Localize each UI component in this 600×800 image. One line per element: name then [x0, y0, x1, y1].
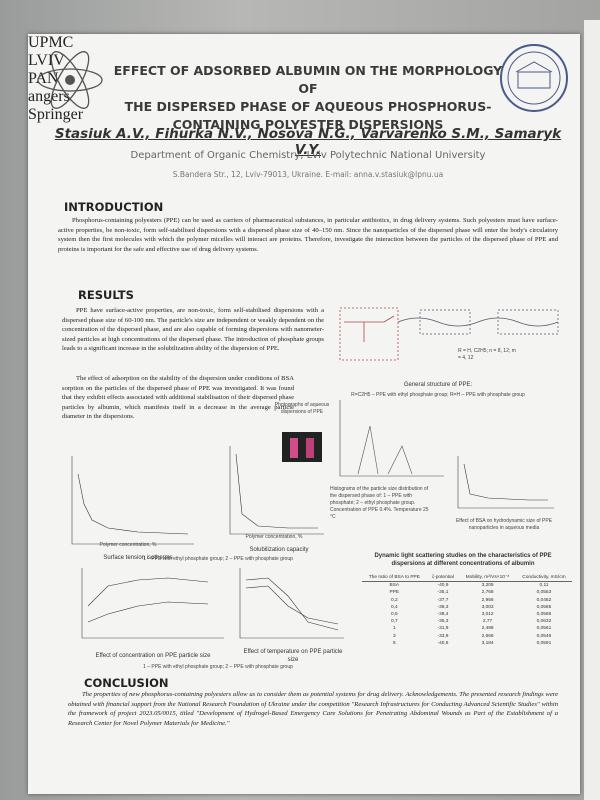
caption: Photographs of aqueous dispersions of PP…	[274, 402, 330, 415]
header-cell: Conductivity, mS/cm	[522, 575, 566, 581]
title-line: EFFECT OF ADSORBED ALBUMIN ON THE MORPHO…	[113, 63, 503, 96]
solubilization-chart	[229, 446, 324, 535]
table-row: 0,5 -38,4 3,012 0,0586	[362, 611, 572, 618]
cell: 0,11	[539, 583, 549, 589]
table-header: The ratio of BSA to PPE ζ-potential Mobili…	[362, 574, 572, 582]
title-line: CONTAINING POLYESTER DISPERSIONS	[172, 117, 444, 132]
header-cell: ζ-potential	[432, 575, 454, 581]
cell: 0,0586	[536, 612, 552, 618]
cell: 2,666	[481, 633, 494, 639]
cell: 5	[393, 640, 396, 646]
formula: R=C2H5 – PPE with ethyl phosphate group;…	[351, 392, 525, 398]
logo-row: UPMC LVIV PAN angers Springer	[28, 34, 580, 124]
department: Department of Organic Chemistry, Lviv Po…	[130, 150, 486, 161]
neighbor-poster	[584, 20, 600, 800]
cell: 2,77	[482, 619, 493, 625]
cell: 0,0585	[536, 604, 552, 610]
table-row: 0,2 -37,7 2,956 0,0462	[362, 597, 572, 604]
paragraph: The effect of adsorption on the stabilit…	[62, 375, 294, 421]
axis-label: Polymer concentration, %	[99, 542, 157, 548]
section-heading: RESULTS	[78, 288, 134, 302]
header-cell: Mobility, m²/Vs×10⁻⁸	[465, 575, 510, 581]
poster: EFFECT OF ADSORBED ALBUMIN ON THE MORPHO…	[28, 34, 580, 794]
cell: 3,205	[481, 583, 494, 589]
table-row: 0,4 -38,3 3,003 0,0585	[362, 604, 572, 611]
table-row: 5 -40,6 3,184 0,0591	[362, 640, 572, 647]
paragraph: PPE have surface-active properties, are …	[62, 307, 324, 353]
cell: 0,0561	[536, 626, 552, 632]
cell: 3,003	[481, 604, 494, 610]
logo: Springer	[28, 106, 84, 123]
table-row: BSA -40,9 3,205 0,11	[362, 582, 572, 590]
title-line: THE DISPERSED PHASE OF AQUEOUS PHOSPHORU…	[124, 99, 492, 114]
cell: PPE	[389, 590, 400, 596]
temperature-chart	[239, 568, 344, 639]
caption: Effect of temperature on PPE particle si…	[243, 649, 343, 663]
logo: angers	[28, 88, 70, 105]
cell: -40,9	[437, 583, 449, 589]
section-heading: CONCLUSION	[84, 676, 169, 690]
cell: 2,498	[481, 626, 494, 632]
table-row: PPE -35,1 2,768 0,0553	[362, 589, 572, 596]
cell: 2,768	[481, 590, 494, 596]
cell: 0,7	[391, 619, 398, 625]
cell: 0,0546	[536, 633, 552, 639]
cell: 0,0462	[536, 597, 552, 603]
cell: 0,5	[391, 612, 398, 618]
caption: General structure of PPE:	[403, 382, 473, 388]
cell: -35,3	[437, 619, 449, 625]
paragraph: Phosphorus-containing polyesters (PPE) c…	[58, 217, 558, 253]
cell: -35,1	[437, 590, 449, 596]
cell: 0,0591	[536, 640, 552, 646]
cell: 0,2	[391, 597, 398, 603]
cell: 3,012	[481, 612, 494, 618]
logo: PAN	[28, 70, 59, 87]
surface-tension-chart	[71, 456, 194, 545]
paragraph: The properties of new phosphorus-contain…	[68, 691, 558, 727]
cell: 0,0553	[536, 590, 552, 596]
section-heading: INTRODUCTION	[64, 200, 164, 214]
header-cell: The ratio of BSA to PPE	[368, 575, 420, 581]
cell: -40,6	[437, 640, 449, 646]
cell: -38,4	[437, 612, 449, 618]
structure-legend: R = H, C2H5; n = 8, 12; m = 4, 12	[458, 348, 516, 361]
table-row: 0,7 -35,3 2,77 0,0632	[362, 618, 572, 625]
legend: 1 – PPE with ethyl phosphate group; 2 – …	[143, 556, 293, 562]
logo: UPMC	[28, 34, 74, 51]
concentration-chart	[81, 568, 224, 639]
caption: Dynamic light scattering studies on the …	[374, 553, 552, 567]
title: EFFECT OF ADSORBED ALBUMIN ON THE MORPHO…	[108, 62, 508, 134]
cell: -38,3	[437, 604, 449, 610]
legend: 1 – PPE with ethyl phosphate group; 2 – …	[143, 664, 293, 670]
logo: LVIV	[28, 52, 65, 69]
cell: -31,9	[437, 626, 449, 632]
atom-logo	[37, 51, 103, 109]
axis-label: Polymer concentration, %	[245, 534, 303, 540]
bsa-effect-chart	[457, 456, 554, 509]
structure-diagram	[339, 307, 559, 361]
address: S.Bandera Str., 12, Lviv-79013, Ukraine.…	[172, 170, 444, 179]
cell: 3	[393, 633, 396, 639]
table-row: 3 -33,9 2,666 0,0546	[362, 633, 572, 640]
cell: 3,184	[481, 640, 494, 646]
caption: Histograms of the particle size distribu…	[330, 486, 429, 520]
distribution-chart	[339, 400, 444, 477]
cell: 0,0632	[536, 619, 552, 625]
caption: Effect of concentration on PPE particle …	[95, 653, 211, 659]
university-logo	[500, 44, 568, 112]
caption: Surface tension isotherms	[103, 555, 173, 561]
cell: BSA	[389, 583, 400, 589]
cell: -37,7	[437, 597, 449, 603]
cell: 0,4	[391, 604, 398, 610]
table-row: 1 -31,9 2,498 0,0561	[362, 625, 572, 632]
authors: Stasiuk A.V., Fihurka N.V., Nosova N.G.,…	[54, 126, 562, 158]
cell: 1	[393, 626, 396, 632]
caption: Solubilization capacity	[249, 547, 309, 553]
caption: Effect of BSA on hydrodynamic size of PP…	[455, 518, 553, 531]
photo	[282, 432, 322, 462]
cell: 2,956	[481, 597, 494, 603]
cell: -33,9	[437, 633, 449, 639]
table: The ratio of BSA to PPE ζ-potential Mobili…	[362, 574, 572, 647]
